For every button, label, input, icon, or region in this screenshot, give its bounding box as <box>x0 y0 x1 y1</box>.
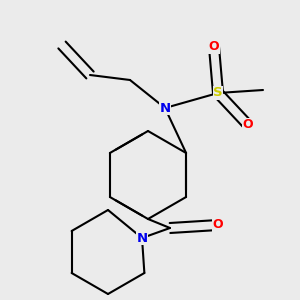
Text: N: N <box>159 101 171 115</box>
Text: O: O <box>209 40 219 53</box>
Text: O: O <box>243 118 253 131</box>
Text: N: N <box>136 232 148 244</box>
Text: S: S <box>213 86 223 100</box>
Text: O: O <box>213 218 223 232</box>
